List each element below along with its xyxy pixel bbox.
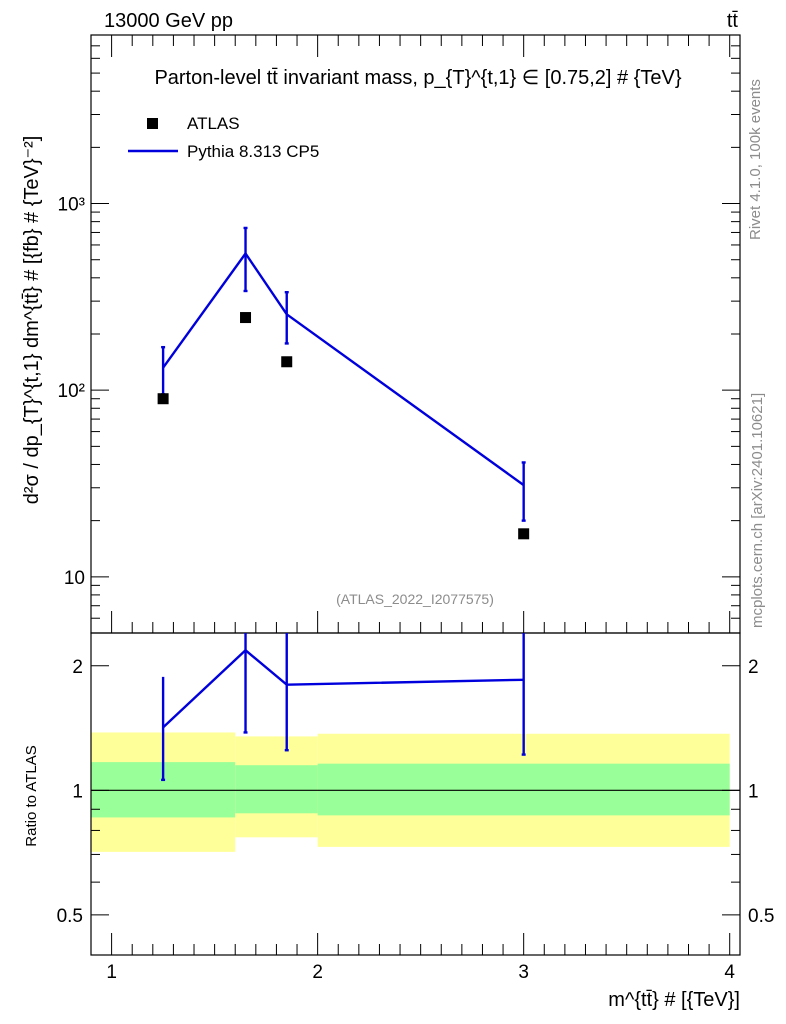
- x-tick-label: 2: [312, 962, 323, 983]
- axis-ticks: 10 10² 10³ 0.5 0.5 1 1 2 2 1 2 3 4: [57, 34, 774, 983]
- ratio-frame: [90, 632, 741, 956]
- x-tick-label: 1: [106, 962, 117, 983]
- source-label: mcplots.cern.ch [arXiv:2401.10621]: [749, 393, 766, 628]
- pythia-line: [162, 251, 525, 487]
- atlas-point: [281, 356, 293, 368]
- ratio-line: [162, 648, 524, 729]
- main-y-tick-label: 10²: [58, 381, 85, 402]
- main-y-tick-label: 10: [64, 568, 85, 589]
- x-tick-label: 3: [518, 962, 529, 983]
- main-plot-data: [157, 226, 530, 540]
- ratio-uncertainty-bands: [91, 732, 740, 852]
- legend-atlas-label: ATLAS: [187, 114, 240, 133]
- ratio-y-tick-label-right: 2: [748, 657, 759, 678]
- ratio-y-tick-label-right: 0.5: [748, 906, 774, 927]
- main-y-axis-label: d²σ / dp_{T}^{t,1} dm^{tt̄} # [{fb} # {T…: [21, 136, 43, 505]
- ratio-y-tick-label-left: 1: [72, 781, 83, 802]
- x-tick-label: 4: [724, 962, 735, 983]
- legend: ATLAS Pythia 8.313 CP5: [128, 114, 319, 161]
- inner-band-1: [235, 765, 318, 814]
- inner-band-2: [317, 763, 730, 816]
- ratio-y-tick-label-left: 0.5: [57, 906, 83, 927]
- ratio-y-tick-label-left: 2: [72, 657, 83, 678]
- legend-pythia-label: Pythia 8.313 CP5: [187, 142, 319, 161]
- process-label: tt̄: [727, 10, 739, 32]
- ratio-y-tick-label-right: 1: [748, 781, 759, 802]
- plot-title: Parton-level tt̄ invariant mass, p_{T}^{…: [154, 67, 681, 89]
- ratio-y-axis-label: Ratio to ATLAS: [23, 745, 40, 846]
- energy-label: 13000 GeV pp: [104, 10, 233, 32]
- legend-atlas-marker: [147, 118, 158, 129]
- main-y-tick-label: 10³: [58, 195, 85, 216]
- atlas-point: [240, 312, 252, 324]
- analysis-watermark: (ATLAS_2022_I2077575): [336, 591, 494, 607]
- atlas-point: [157, 393, 169, 405]
- x-axis-label: m^{tt̄} # [{TeV}]: [608, 989, 740, 1011]
- atlas-point: [518, 528, 530, 540]
- ratio-plot-data: [161, 633, 526, 782]
- rivet-version-label: Rivet 4.1.0, 100k events: [747, 79, 764, 240]
